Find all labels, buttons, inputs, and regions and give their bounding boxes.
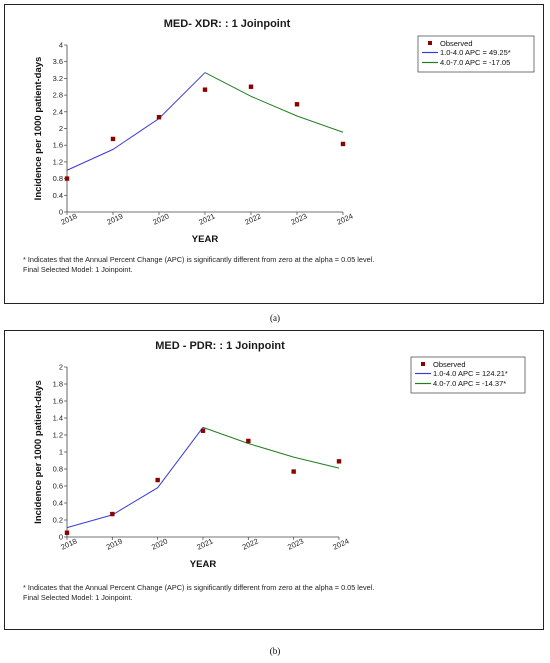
y-tick-label: 1.6 [53,141,63,150]
legend-observed-marker [428,41,432,45]
y-tick-label: 0.8 [53,465,63,474]
chart-title: MED- XDR: : 1 Joinpoint [164,18,291,30]
y-tick-label: 0.2 [53,516,63,525]
chart-title: MED - PDR: : 1 Joinpoint [155,340,285,352]
fitted-segment-1 [66,72,206,171]
observed-point [64,530,70,535]
y-tick-label: 0 [59,533,63,542]
y-tick-label: 2.8 [53,91,63,100]
observed-point [110,136,116,142]
note-significance-b: * Indicates that the Annual Percent Chan… [23,583,375,592]
y-tick-label: 0.8 [53,174,63,183]
y-tick-label: 0.6 [53,482,63,491]
y-tick-label: 0 [59,208,63,217]
x-tick-label: 2024 [331,536,350,551]
y-tick-label: 1.4 [53,414,63,423]
x-tick-label: 2021 [197,211,216,226]
legend-box [417,35,535,73]
x-tick-label: 2023 [286,536,305,551]
x-axis-label: YEAR [190,559,217,570]
y-tick-label: 0.4 [53,191,63,200]
x-tick-label: 2021 [195,536,214,551]
y-tick-label: 2.4 [53,107,63,116]
y-tick-label: 3.6 [53,57,63,66]
y-tick-label: 4 [59,41,63,50]
observed-point [336,459,342,464]
note-model-b: Final Selected Model: 1 Joinpoint. [23,593,133,602]
observed-point [340,141,346,147]
chart-panel-a: MED- XDR: : 1 Joinpoint 0 0.4 0.8 1.2 1.6 2 2.4… [4,4,544,304]
chart-b: MED - PDR: : 1 Joinpoint 0 0.2 0.4 0.6 0.8 1 1.… [33,340,526,570]
legend-box [410,356,526,394]
y-tick-label: 1.2 [53,157,63,166]
legend-observed-label: Observed [440,39,473,48]
observed-point [202,87,208,92]
y-tick-label: 2 [59,124,63,133]
fitted-segment-2 [202,426,340,469]
observed-point [248,84,254,89]
y-tick-label: 1.8 [53,380,63,389]
x-tick-label: 2019 [105,211,124,226]
y-axis-label: Incidence per 1000 patient-days [33,57,44,201]
legend-segment-2-label: 4.0-7.0 APC = -17.05 [440,58,510,67]
chart-a: MED- XDR: : 1 Joinpoint 0 0.4 0.8 1.2 1.6 2 2.4… [33,18,535,245]
y-tick-label: 1 [59,448,63,457]
x-tick-label: 2022 [243,211,262,226]
fitted-segment-1 [66,427,204,529]
x-tick-label: 2023 [289,211,308,226]
x-tick-label: 2020 [150,536,169,551]
note-model-a: Final Selected Model: 1 Joinpoint. [23,265,133,274]
observed-point [246,438,251,444]
x-tick-label: 2022 [241,536,260,551]
x-axis-label: YEAR [192,234,219,245]
observed-point [294,102,300,107]
y-axis-label: Incidence per 1000 patient-days [33,380,44,524]
fitted-segment-2 [204,72,344,133]
caption-b: (b) [269,646,281,656]
y-tick-label: 1.2 [53,431,63,440]
x-tick-label: 2019 [105,536,124,551]
observed-point [200,428,206,433]
legend-segment-1-label: 1.0-4.0 APC = 124.21* [433,369,508,378]
legend-observed-marker [421,362,425,366]
y-tick-label: 3.2 [53,74,63,83]
legend-observed-label: Observed [433,360,466,369]
note-significance-a: * Indicates that the Annual Percent Chan… [23,255,375,264]
caption-a: (a) [270,313,280,323]
chart-panel-b: MED - PDR: : 1 Joinpoint 0 0.2 0.4 0.6 0.8 1 1.… [4,330,544,630]
observed-point [155,477,160,483]
x-tick-label: 2024 [335,211,354,226]
y-tick-label: 1.6 [53,397,63,406]
observed-point [64,176,70,181]
legend-segment-2-label: 4.0-7.0 APC = -14.37* [433,379,506,388]
observed-point [110,511,115,517]
observed-point [156,115,162,120]
observed-point [291,469,296,474]
y-tick-label: 0.4 [53,499,63,508]
legend-segment-1-label: 1.0-4.0 APC = 49.25* [440,48,511,57]
y-tick-label: 2 [59,363,63,372]
x-tick-label: 2020 [151,211,170,226]
